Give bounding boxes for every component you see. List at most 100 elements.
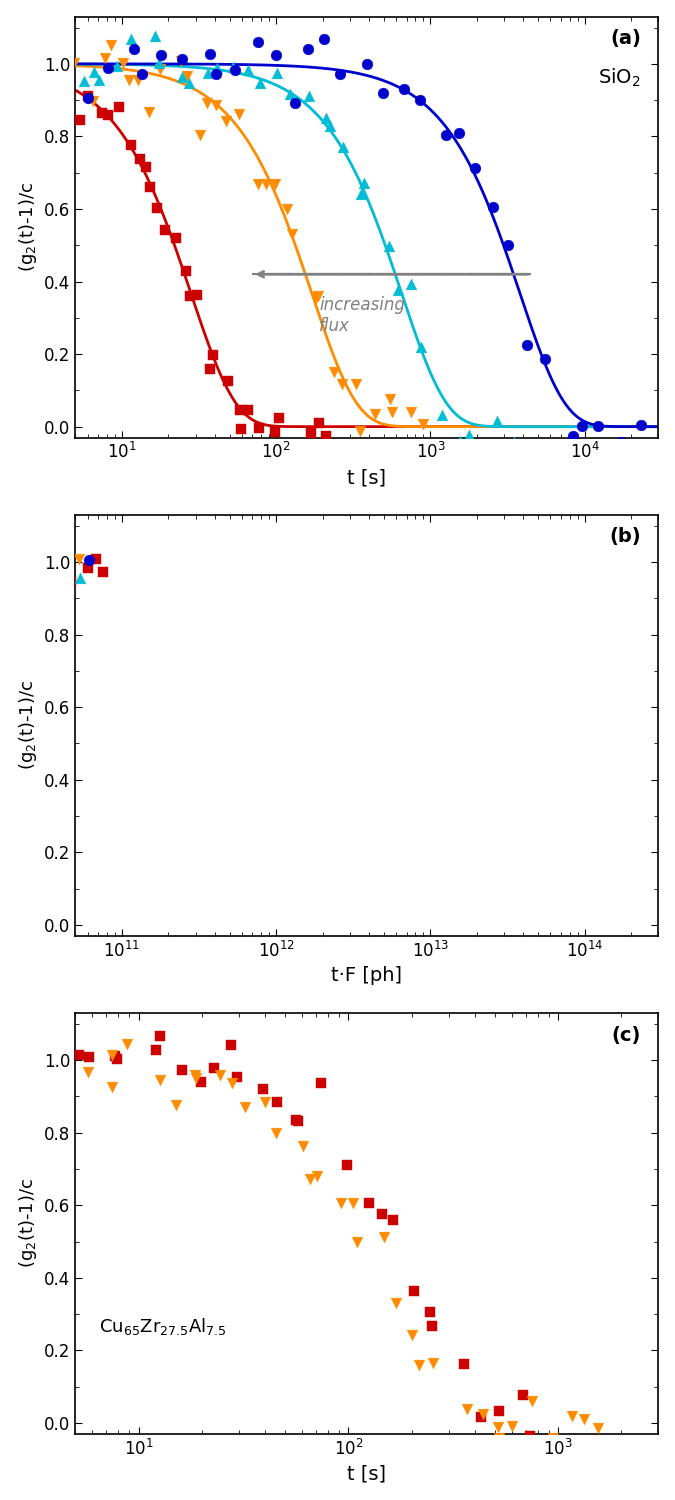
Point: [548, 1426, 559, 1450]
Point: [259, 1089, 270, 1113]
Point: [30, 562, 40, 586]
Point: [406, 272, 416, 296]
Point: [297, 1134, 308, 1158]
Point: [103, 56, 113, 80]
Point: [348, 1191, 358, 1215]
Point: [111, 54, 122, 78]
Point: [194, 123, 205, 147]
Point: [316, 1071, 327, 1095]
Point: [464, 423, 475, 447]
Point: [478, 1401, 489, 1425]
Point: [352, 1230, 363, 1254]
Point: [414, 1353, 425, 1377]
Point: [593, 1416, 603, 1440]
Point: [0, 558, 3, 582]
Point: [335, 62, 346, 86]
Point: [261, 172, 272, 196]
Point: [132, 68, 143, 92]
Point: [177, 48, 188, 72]
Point: [487, 195, 498, 219]
Point: [103, 104, 113, 128]
Point: [84, 549, 95, 573]
Point: [336, 1191, 347, 1215]
Point: [61, 536, 72, 560]
Point: [387, 1209, 398, 1233]
Point: [90, 546, 101, 570]
Point: [362, 51, 373, 75]
Point: [51, 542, 61, 566]
Point: [109, 1044, 120, 1068]
Point: [50, 582, 61, 606]
Point: [83, 1060, 94, 1084]
Point: [284, 81, 295, 105]
Point: [155, 1068, 165, 1092]
Point: [144, 174, 155, 198]
Point: [83, 84, 94, 108]
Point: [7, 531, 18, 555]
Point: [386, 400, 397, 424]
Point: [227, 1071, 238, 1095]
Point: [290, 1107, 301, 1131]
Point: [363, 1191, 374, 1215]
Point: [12, 570, 23, 594]
Point: [356, 183, 367, 207]
Point: [182, 64, 193, 88]
Point: [494, 1426, 505, 1450]
Point: [84, 1046, 95, 1070]
Point: [470, 156, 481, 180]
Point: [30, 555, 41, 579]
Point: [492, 408, 503, 432]
Point: [455, 429, 466, 453]
Point: [235, 417, 246, 441]
Point: [527, 1389, 538, 1413]
Point: [74, 548, 84, 572]
Point: [184, 72, 195, 96]
Point: [221, 108, 232, 132]
Point: [215, 1064, 225, 1088]
Point: [210, 93, 221, 117]
Point: [97, 560, 108, 584]
X-axis label: t [s]: t [s]: [348, 468, 386, 488]
Point: [201, 92, 212, 116]
Point: [351, 372, 362, 396]
Point: [518, 1383, 529, 1407]
Point: [354, 419, 365, 442]
Point: [290, 433, 300, 457]
Point: [42, 582, 53, 606]
Text: (a): (a): [610, 30, 641, 48]
Point: [75, 108, 86, 132]
Point: [254, 416, 265, 440]
Point: [454, 122, 465, 146]
Point: [282, 196, 293, 220]
Point: [153, 51, 164, 75]
Point: [243, 398, 254, 422]
Point: [254, 72, 265, 96]
Y-axis label: (g$_2$(t)-1)/c: (g$_2$(t)-1)/c: [17, 680, 38, 771]
Point: [329, 360, 340, 384]
Point: [151, 1038, 161, 1062]
Point: [82, 556, 93, 580]
Text: (b): (b): [610, 528, 641, 546]
Point: [242, 57, 253, 81]
Point: [170, 1094, 181, 1118]
Text: increasing
flux: increasing flux: [319, 296, 405, 334]
Point: [228, 54, 239, 78]
Point: [151, 196, 162, 220]
Point: [383, 234, 394, 258]
Point: [134, 147, 145, 171]
Point: [203, 60, 214, 84]
Point: [399, 78, 410, 102]
Point: [321, 106, 331, 130]
Point: [107, 1042, 117, 1066]
Point: [107, 1074, 117, 1098]
Point: [40, 524, 51, 548]
Point: [190, 1064, 200, 1088]
Point: [88, 60, 99, 84]
Point: [209, 1056, 219, 1080]
Point: [313, 284, 323, 308]
Point: [427, 1314, 437, 1338]
Point: [393, 279, 404, 303]
Point: [177, 1058, 188, 1082]
Point: [540, 346, 551, 370]
Text: Cu$_{65}$Zr$_{27.5}$Al$_{7.5}$: Cu$_{65}$Zr$_{27.5}$Al$_{7.5}$: [99, 1316, 226, 1336]
